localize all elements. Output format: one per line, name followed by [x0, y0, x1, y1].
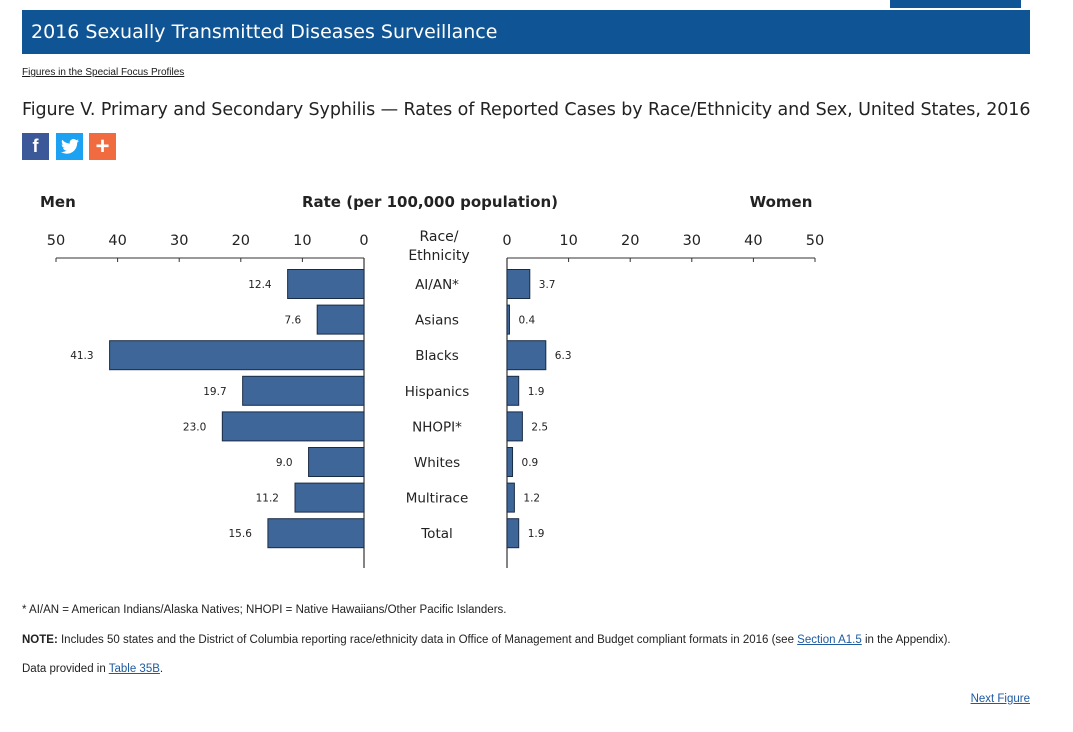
men-tick-label: 20: [232, 233, 250, 249]
category-label: Total: [420, 526, 453, 542]
data-source-text: Data provided in Table 35B.: [22, 663, 163, 675]
men-bar: [221, 411, 365, 442]
more-share-button[interactable]: +: [89, 133, 116, 160]
women-tick-label: 50: [806, 233, 824, 249]
category-label: AI/AN*: [415, 277, 459, 293]
women-bar: [506, 340, 547, 371]
women-tick-label: 30: [683, 233, 701, 249]
data-source-prefix: Data provided in: [22, 663, 109, 675]
next-figure: Next Figure: [971, 693, 1030, 705]
men-tick-label: 10: [293, 233, 311, 249]
men-value-label: 9.0: [276, 457, 293, 469]
syphilis-rates-chart: Men Rate (per 100,000 population) Women Rac…: [40, 193, 824, 568]
category-label: NHOPI*: [412, 419, 462, 435]
men-value-label: 19.7: [203, 386, 226, 398]
men-tick-label: 40: [108, 233, 126, 249]
men-value-label: 15.6: [229, 528, 253, 540]
top-nav-tab[interactable]: [890, 0, 1021, 8]
chart-title: Rate (per 100,000 population): [302, 193, 558, 211]
facebook-share-button[interactable]: f: [22, 133, 49, 160]
category-label: Asians: [415, 313, 459, 329]
women-label: Women: [750, 193, 813, 211]
men-bar: [242, 375, 365, 406]
women-bar: [506, 375, 520, 406]
breadcrumb-link[interactable]: Figures in the Special Focus Profiles: [22, 67, 185, 78]
women-tick-label: 20: [621, 233, 639, 249]
men-bar: [316, 304, 365, 335]
men-bar: [294, 482, 365, 513]
facebook-icon: f: [32, 136, 39, 156]
race-header-line1: Race/: [419, 229, 458, 245]
table-35b-link[interactable]: Table 35B: [108, 663, 160, 675]
men-tick-label: 30: [170, 233, 188, 249]
women-value-label: 1.9: [528, 386, 545, 398]
men-value-label: 12.4: [248, 279, 272, 291]
women-bar: [506, 447, 514, 477]
category-label: Blacks: [415, 348, 459, 364]
women-bar: [506, 482, 515, 513]
men-value-label: 23.0: [183, 421, 206, 433]
women-value-label: 0.9: [522, 457, 539, 469]
men-tick-label: 50: [47, 233, 65, 249]
men-value-label: 41.3: [70, 350, 93, 362]
next-figure-link[interactable]: Next Figure: [970, 693, 1030, 705]
note-text-after: in the Appendix).: [861, 634, 951, 646]
men-value-label: 11.2: [256, 493, 279, 505]
note-label: NOTE:: [22, 634, 58, 646]
men-bar: [267, 518, 365, 549]
men-label: Men: [40, 193, 76, 211]
men-bar: [287, 269, 365, 299]
women-bar: [506, 304, 510, 335]
men-value-label: 7.6: [284, 315, 301, 327]
women-bar: [506, 518, 520, 549]
category-label: Whites: [414, 455, 460, 471]
women-value-label: 0.4: [518, 315, 535, 327]
figure-title: Figure V. Primary and Secondary Syphilis…: [22, 100, 1031, 120]
women-bar: [506, 269, 531, 299]
plus-icon: +: [95, 133, 110, 160]
note-text-before: Includes 50 states and the District of C…: [57, 634, 798, 646]
women-bar: [506, 411, 523, 442]
women-value-label: 1.9: [528, 528, 545, 540]
women-tick-label: 0: [502, 233, 511, 249]
category-label: Multirace: [406, 491, 469, 507]
twitter-icon: [60, 139, 79, 154]
footnote-abbreviations: * AI/AN = American Indians/Alaska Native…: [22, 604, 507, 616]
page-banner: 2016 Sexually Transmitted Diseases Surve…: [22, 10, 1030, 54]
women-value-label: 2.5: [531, 421, 548, 433]
men-bar: [109, 340, 365, 371]
women-value-label: 6.3: [555, 350, 572, 362]
data-source-suffix: .: [159, 663, 164, 675]
women-tick-label: 10: [559, 233, 577, 249]
category-label: Hispanics: [405, 384, 470, 400]
note-text: NOTE: Includes 50 states and the Distric…: [22, 634, 951, 646]
women-tick-label: 40: [744, 233, 762, 249]
women-value-label: 1.2: [523, 493, 540, 505]
men-tick-label: 0: [359, 233, 368, 249]
section-a15-link[interactable]: Section A1.5: [797, 634, 862, 646]
race-header-line2: Ethnicity: [408, 248, 469, 264]
women-value-label: 3.7: [539, 279, 556, 291]
men-bar: [308, 447, 365, 477]
twitter-share-button[interactable]: [56, 133, 83, 160]
